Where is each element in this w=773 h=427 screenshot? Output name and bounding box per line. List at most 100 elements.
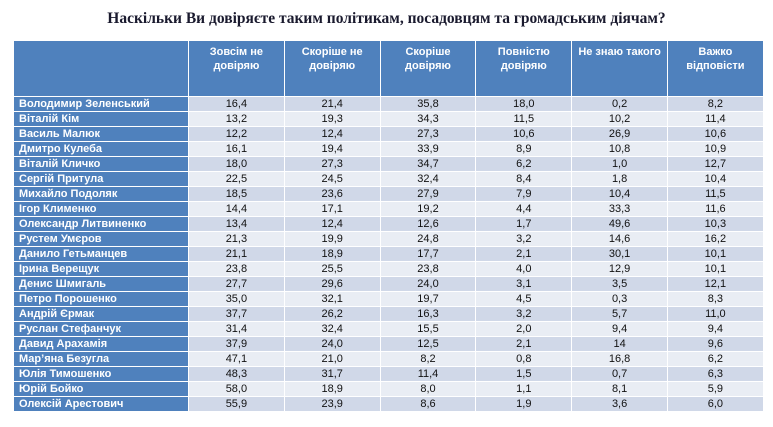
cell-value: 8,0 xyxy=(379,381,477,397)
cell-value: 7,9 xyxy=(475,186,573,202)
cell-value: 24,0 xyxy=(379,276,477,292)
cell-value: 32,4 xyxy=(379,171,477,187)
cell-value: 8,2 xyxy=(666,96,764,112)
table-row: Василь Малюк 12,2 12,4 27,3 10,6 26,9 10,6 xyxy=(13,126,764,142)
cell-value: 5,7 xyxy=(571,306,668,322)
cell-value: 17,7 xyxy=(379,246,477,262)
row-name: Юрій Бойко xyxy=(13,381,189,397)
cell-value: 8,4 xyxy=(475,171,573,187)
column-header-name xyxy=(13,40,189,97)
cell-value: 19,4 xyxy=(283,141,381,157)
column-header-hard-to-answer: Важко відповісти xyxy=(666,40,764,97)
header-row: Зовсім не довіряю Скоріше не довіряю Ско… xyxy=(13,40,764,97)
cell-value: 16,3 xyxy=(379,306,477,322)
cell-value: 3,1 xyxy=(475,276,573,292)
row-name: Мар’яна Безугла xyxy=(13,351,189,367)
cell-value: 13,2 xyxy=(188,111,285,127)
cell-value: 19,2 xyxy=(379,201,477,217)
cell-value: 1,0 xyxy=(571,156,668,172)
cell-value: 1,1 xyxy=(475,381,573,397)
cell-value: 10,9 xyxy=(666,141,764,157)
cell-value: 14 xyxy=(571,336,668,352)
cell-value: 13,4 xyxy=(188,216,285,232)
cell-value: 15,5 xyxy=(379,321,477,337)
table-row: Давид Арахамія 37,9 24,0 12,5 2,1 14 9,6 xyxy=(13,336,764,352)
cell-value: 47,1 xyxy=(188,351,285,367)
row-name: Рустем Умєров xyxy=(13,231,189,247)
cell-value: 4,5 xyxy=(475,291,573,307)
cell-value: 14,4 xyxy=(188,201,285,217)
cell-value: 16,8 xyxy=(571,351,668,367)
cell-value: 1,5 xyxy=(475,366,573,382)
cell-value: 3,2 xyxy=(475,306,573,322)
cell-value: 5,9 xyxy=(666,381,764,397)
cell-value: 27,3 xyxy=(379,126,477,142)
table-row: Петро Порошенко 35,0 32,1 19,7 4,5 0,3 8,3 xyxy=(13,291,764,307)
cell-value: 3,5 xyxy=(571,276,668,292)
table-row: Віталій Кличко 18,0 27,3 34,7 6,2 1,0 12,7 xyxy=(13,156,764,172)
cell-value: 6,3 xyxy=(666,366,764,382)
cell-value: 10,8 xyxy=(571,141,668,157)
cell-value: 30,1 xyxy=(571,246,668,262)
cell-value: 8,9 xyxy=(475,141,573,157)
cell-value: 1,8 xyxy=(571,171,668,187)
cell-value: 31,4 xyxy=(188,321,285,337)
page-title: Наскільки Ви довіряєте таким політикам, … xyxy=(107,10,666,27)
cell-value: 9,4 xyxy=(666,321,764,337)
cell-value: 34,7 xyxy=(379,156,477,172)
cell-value: 12,4 xyxy=(283,216,381,232)
table-row: Денис Шмигаль 27,7 29,6 24,0 3,1 3,5 12,1 xyxy=(13,276,764,292)
cell-value: 18,5 xyxy=(188,186,285,202)
cell-value: 35,0 xyxy=(188,291,285,307)
cell-value: 27,7 xyxy=(188,276,285,292)
column-header-not-trust-at-all: Зовсім не довіряю xyxy=(188,40,285,97)
cell-value: 0,7 xyxy=(571,366,668,382)
cell-value: 11,0 xyxy=(666,306,764,322)
table-row: Юрій Бойко 58,0 18,9 8,0 1,1 8,1 5,9 xyxy=(13,381,764,397)
cell-value: 29,6 xyxy=(283,276,381,292)
cell-value: 10,6 xyxy=(475,126,573,142)
row-name: Віталій Кличко xyxy=(13,156,189,172)
cell-value: 1,9 xyxy=(475,396,573,412)
table-row: Ігор Клименко 14,4 17,1 19,2 4,4 33,3 11,6 xyxy=(13,201,764,217)
cell-value: 16,2 xyxy=(666,231,764,247)
cell-value: 10,2 xyxy=(571,111,668,127)
cell-value: 16,1 xyxy=(188,141,285,157)
cell-value: 8,2 xyxy=(379,351,477,367)
row-name: Андрій Єрмак xyxy=(13,306,189,322)
table-body: Володимир Зеленський 16,4 21,4 35,8 18,0 0,2 8… xyxy=(13,96,764,412)
table-row: Віталій Кім 13,2 19,3 34,3 11,5 10,2 11,4 xyxy=(13,111,764,127)
cell-value: 8,1 xyxy=(571,381,668,397)
cell-value: 22,5 xyxy=(188,171,285,187)
cell-value: 16,4 xyxy=(188,96,285,112)
cell-value: 33,3 xyxy=(571,201,668,217)
cell-value: 31,7 xyxy=(283,366,381,382)
cell-value: 10,4 xyxy=(666,171,764,187)
cell-value: 32,1 xyxy=(283,291,381,307)
cell-value: 18,9 xyxy=(283,381,381,397)
cell-value: 10,1 xyxy=(666,261,764,277)
cell-value: 2,1 xyxy=(475,246,573,262)
column-header-rather-not-trust: Скоріше не довіряю xyxy=(283,40,381,97)
cell-value: 2,0 xyxy=(475,321,573,337)
table-row: Володимир Зеленський 16,4 21,4 35,8 18,0 0,2 8… xyxy=(13,96,764,112)
cell-value: 23,6 xyxy=(283,186,381,202)
cell-value: 19,3 xyxy=(283,111,381,127)
cell-value: 10,3 xyxy=(666,216,764,232)
cell-value: 8,3 xyxy=(666,291,764,307)
cell-value: 12,2 xyxy=(188,126,285,142)
cell-value: 11,5 xyxy=(666,186,764,202)
row-name: Дмитро Кулеба xyxy=(13,141,189,157)
column-header-rather-trust: Скоріше довіряю xyxy=(379,40,477,97)
cell-value: 35,8 xyxy=(379,96,477,112)
row-name: Василь Малюк xyxy=(13,126,189,142)
cell-value: 12,1 xyxy=(666,276,764,292)
cell-value: 11,6 xyxy=(666,201,764,217)
cell-value: 4,4 xyxy=(475,201,573,217)
row-name: Ірина Верещук xyxy=(13,261,189,277)
cell-value: 21,1 xyxy=(188,246,285,262)
table-row: Сергій Притула 22,5 24,5 32,4 8,4 1,8 10,4 xyxy=(13,171,764,187)
cell-value: 14,6 xyxy=(571,231,668,247)
table-row: Ірина Верещук 23,8 25,5 23,8 4,0 12,9 10,1 xyxy=(13,261,764,277)
trust-table: Зовсім не довіряю Скоріше не довіряю Ско… xyxy=(13,40,764,412)
